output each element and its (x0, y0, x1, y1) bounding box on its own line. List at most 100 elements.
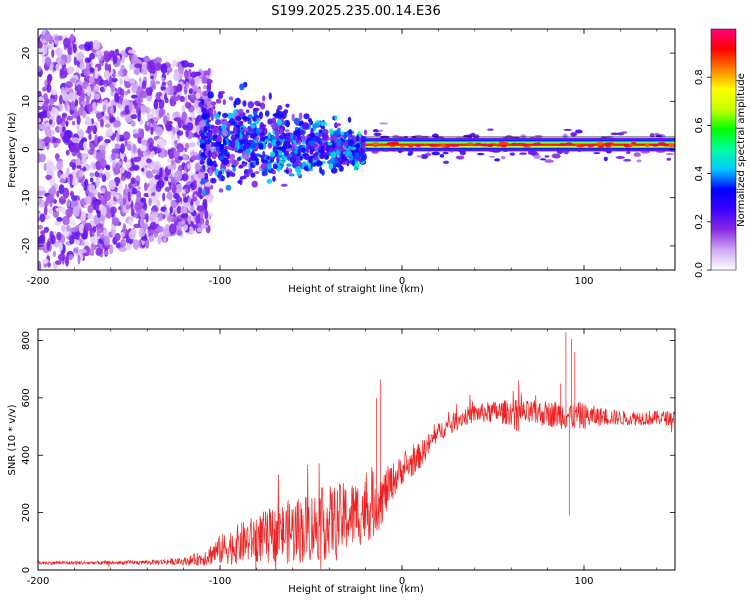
spectrogram-cell (330, 167, 338, 174)
spectrogram-cell (199, 159, 205, 165)
spectrogram-cell (262, 170, 266, 176)
spectrogram-cell (38, 105, 43, 111)
spectrogram-cell (171, 135, 176, 142)
spectrogram-cell (120, 175, 127, 181)
spectrogram-cell (100, 233, 105, 240)
spectrogram-cell (200, 98, 205, 105)
spectrogram-cell (310, 127, 314, 135)
spectrogram-cell (129, 63, 134, 71)
spectrogram-cell (92, 101, 97, 112)
spectrogram-cell (122, 131, 131, 141)
spectrogram-cell (347, 116, 352, 123)
spectrogram-cell (38, 41, 43, 49)
spectrogram-cell (236, 156, 241, 162)
spectrogram-cell (110, 82, 115, 93)
spectrogram-cell (221, 124, 227, 130)
spectrogram-cell (126, 117, 133, 122)
spectrogram-cell (270, 151, 276, 158)
spectrogram-cell (83, 245, 91, 257)
spectrogram-cell (122, 69, 128, 75)
spectrogram-cell (250, 124, 256, 129)
spectrogram-cell (284, 129, 290, 133)
spectrogram-cell (183, 69, 189, 79)
spectrogram-cell (138, 228, 146, 238)
spectrogram-cell (104, 69, 110, 80)
spectrogram-cell (154, 80, 161, 85)
spectrogram-cell (125, 204, 130, 210)
spectrogram-cell (163, 227, 171, 238)
spectrogram-cell (177, 117, 181, 128)
spectrogram-cell (439, 154, 445, 158)
spectrogram-cell (139, 90, 148, 99)
spectrogram-cell (309, 148, 314, 155)
spectrogram-cell (487, 144, 494, 147)
spectrogram-cell (202, 90, 210, 97)
spectrogram-cell (154, 191, 162, 199)
snr-frame (37, 328, 676, 571)
spectrogram-cell (360, 154, 366, 162)
spectrogram-cell (415, 144, 422, 148)
spectrogram-cell (166, 159, 172, 164)
spectrogram-cell (89, 172, 95, 178)
spectrogram-cell (250, 151, 256, 159)
spectrogram-cell (110, 199, 115, 205)
spectrogram-cell (203, 84, 208, 90)
spectrogram-cell (88, 133, 92, 141)
spectrogram-cell (38, 260, 42, 270)
spectrogram-cell (100, 118, 104, 128)
spectrogram-cell (231, 147, 238, 151)
spectrogram-cell (166, 130, 174, 135)
spectrogram-cell (206, 100, 212, 109)
spectrogram-cell (63, 37, 71, 48)
spectrogram-cell (501, 156, 506, 160)
spectrogram-cell (655, 134, 663, 137)
spectrogram-cell (431, 151, 441, 156)
spectrogram-cell (106, 191, 111, 196)
spectrogram-cell (170, 158, 175, 166)
spectrogram-cell (544, 155, 550, 158)
spectrogram-cell (255, 127, 261, 134)
spectrogram-cell (103, 50, 110, 55)
spectrogram-cell (89, 52, 96, 60)
colorbar-tick-label: 0.6 (694, 117, 705, 133)
spectrogram-cell (283, 109, 289, 114)
spectrogram-cell (65, 81, 73, 89)
spectrogram-cell (193, 75, 201, 86)
spectrogram-cell (255, 136, 260, 141)
spectrogram-cell (110, 206, 117, 215)
spectrogram-cell (222, 157, 230, 166)
x-tick-label: -100 (209, 576, 232, 587)
spectrogram-cell (112, 55, 118, 65)
spectrogram-cell (204, 182, 212, 187)
spectrogram-cell (58, 124, 63, 134)
spectrogram-cell (71, 195, 78, 201)
spectrogram-cell (201, 190, 207, 195)
spectrogram-cell (205, 219, 209, 226)
spectrogram-cell (206, 132, 213, 139)
spectrogram-cell (348, 129, 352, 135)
spectrogram-cell (326, 145, 330, 153)
spectrogram-cell (313, 135, 319, 142)
spectrogram-ylabel: Frequency (Hz) (7, 112, 18, 188)
spectrogram-cell (185, 128, 189, 138)
spectrogram-cell (110, 77, 118, 83)
spectrogram-cell (187, 62, 195, 68)
spectrogram-cell (171, 183, 177, 194)
spectrogram-cell (301, 147, 306, 153)
spectrogram-cell (90, 236, 98, 245)
spectrogram-cell (267, 118, 273, 125)
spectrogram-cell (91, 48, 97, 54)
spectrogram-cell (65, 120, 69, 127)
spectrogram-cell (235, 115, 242, 122)
spectrogram-cell (222, 128, 229, 137)
spectrogram-cell (271, 117, 277, 125)
spectrogram-cell (665, 153, 675, 156)
spectrogram-cell (56, 216, 63, 222)
spectrogram-cell (45, 160, 54, 171)
spectrogram-cell (86, 85, 92, 97)
spectrogram-cell (180, 220, 186, 225)
spectrogram-cell (186, 122, 194, 131)
spectrogram-cell (247, 159, 252, 163)
spectrogram-cell (296, 149, 301, 157)
